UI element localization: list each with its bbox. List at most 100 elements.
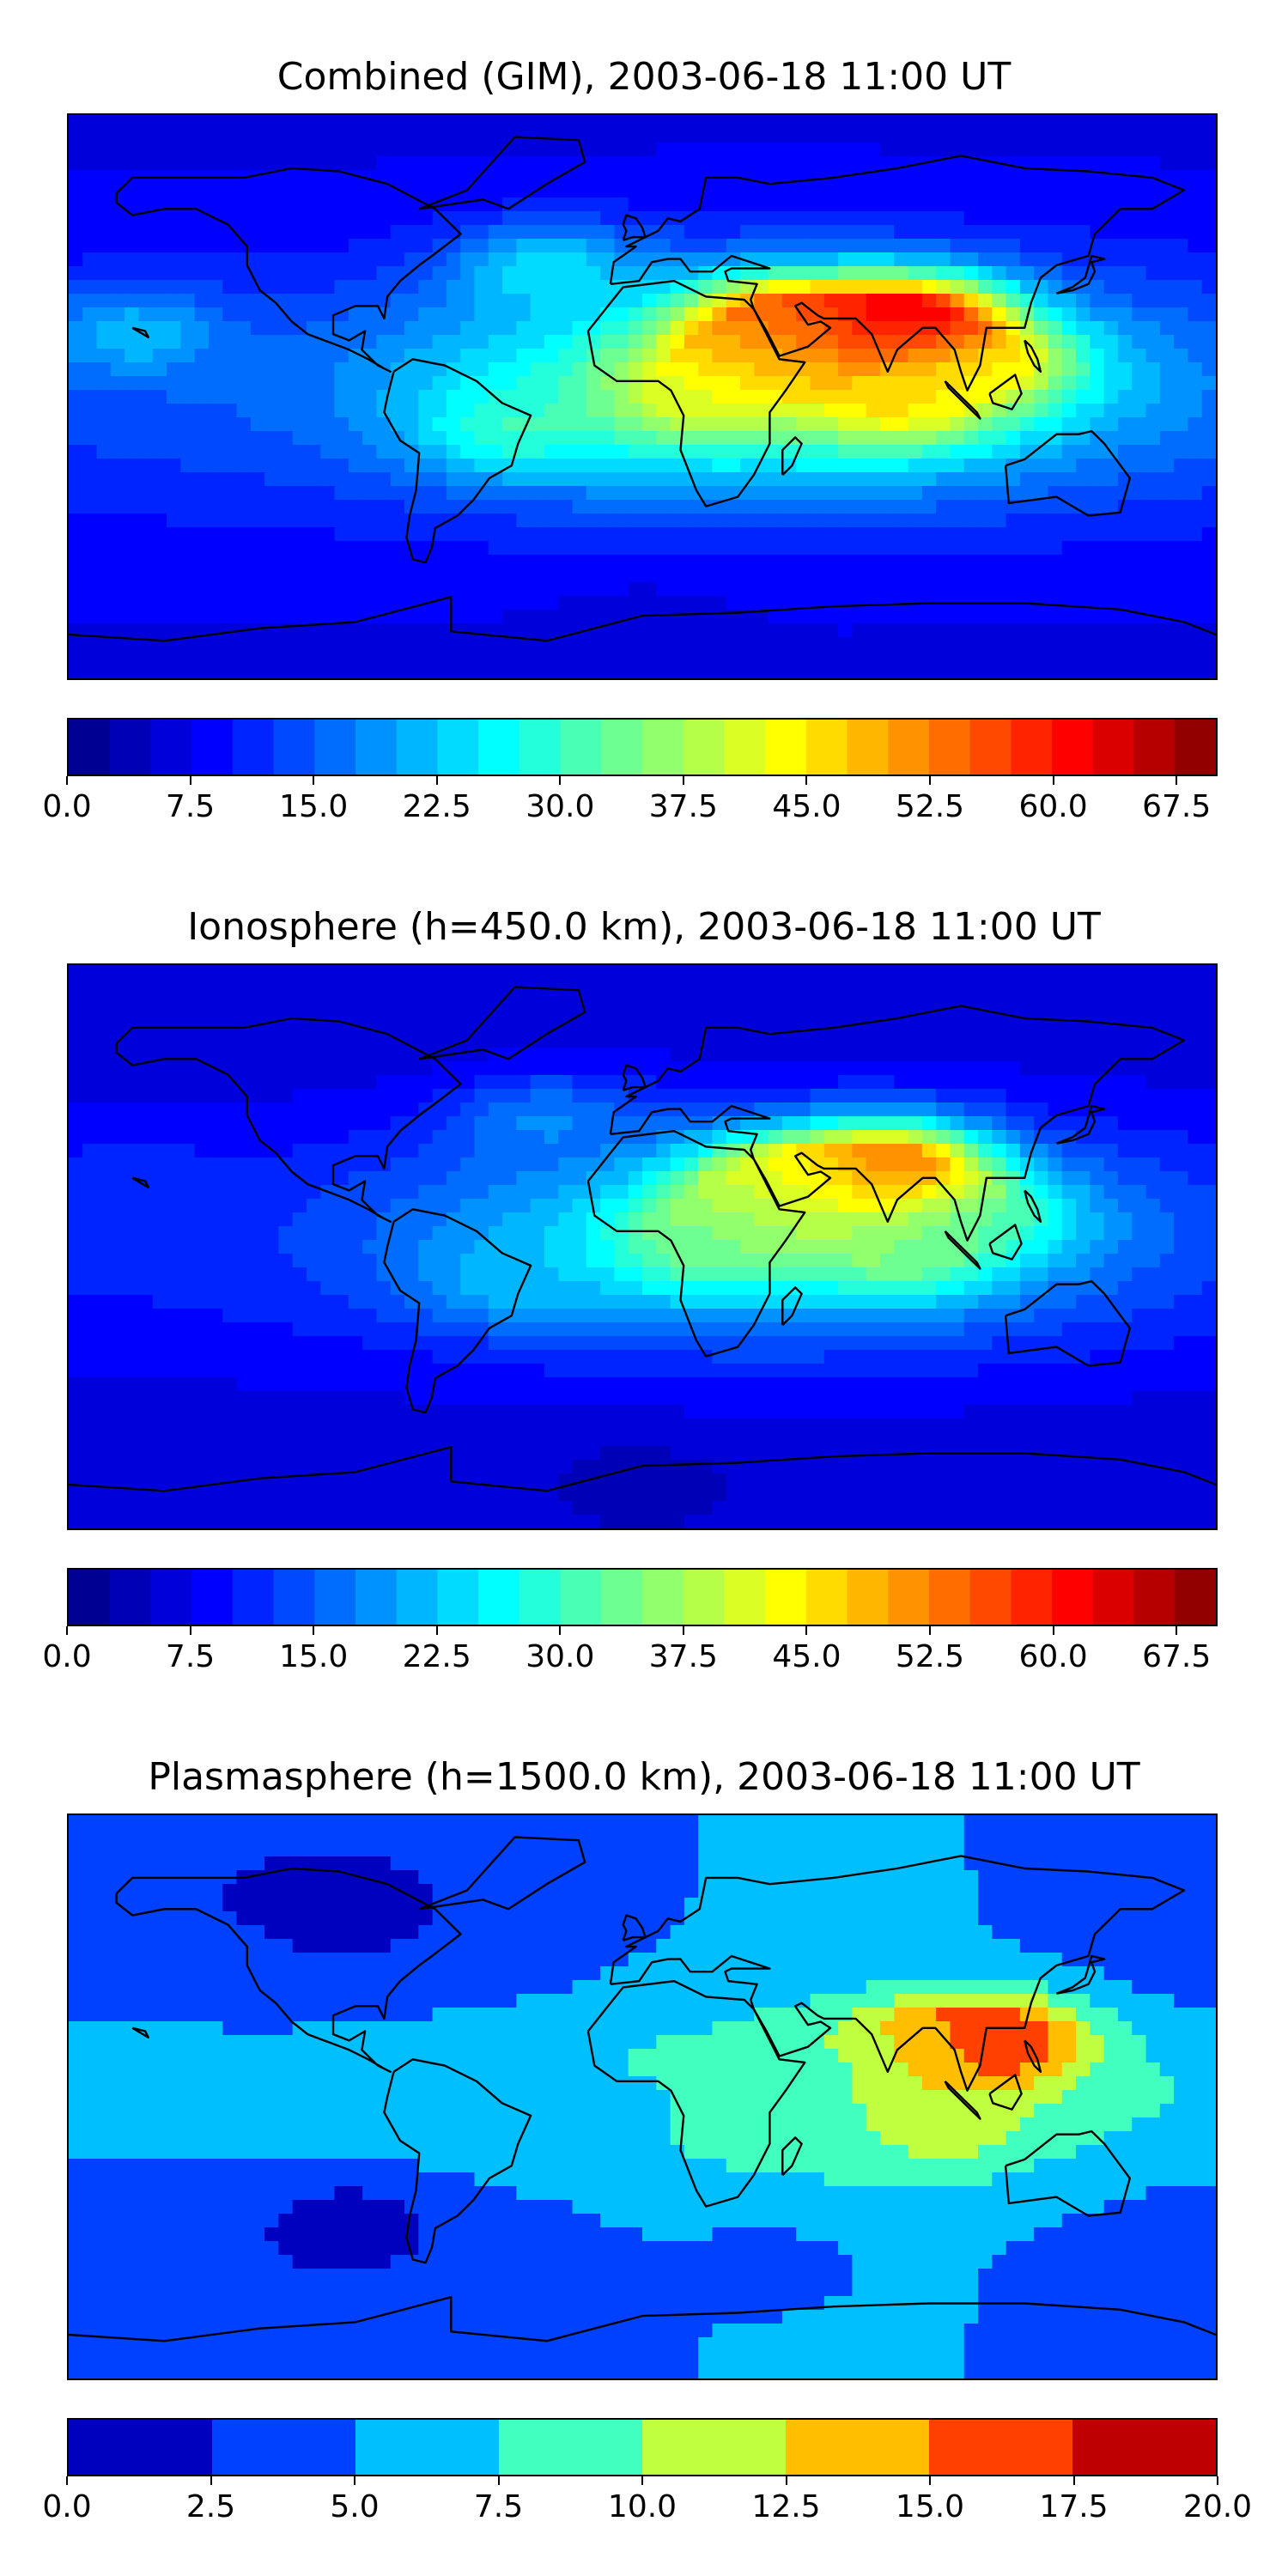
heatmap-cell: [1103, 637, 1119, 652]
heatmap-cell: [544, 390, 559, 404]
heatmap-cell: [796, 335, 811, 349]
heatmap-cell: [306, 1020, 321, 1035]
heatmap-cell: [180, 129, 196, 143]
heatmap-cell: [69, 1061, 83, 1076]
heatmap-cell: [320, 1157, 336, 1172]
heatmap-cell: [600, 623, 616, 638]
heatmap-cell: [125, 979, 140, 993]
heatmap-cell: [167, 459, 181, 473]
heatmap-cell: [1159, 665, 1175, 678]
heatmap-cell: [978, 1130, 993, 1145]
heatmap-cell: [726, 1075, 741, 1090]
heatmap-cell: [950, 1171, 965, 1186]
heatmap-cell: [712, 266, 727, 281]
heatmap-cell: [698, 568, 714, 583]
heatmap-cell: [320, 568, 336, 583]
heatmap-cell: [418, 1157, 434, 1172]
heatmap-cell: [978, 1048, 993, 1062]
heatmap-cell: [558, 568, 574, 583]
heatmap-cell: [278, 349, 294, 363]
heatmap-cell: [82, 610, 98, 624]
heatmap-cell: [404, 1130, 419, 1145]
heatmap-cell: [125, 1185, 140, 1200]
heatmap-cell: [781, 1006, 797, 1021]
heatmap-cell: [418, 307, 434, 322]
heatmap-cell: [950, 417, 965, 432]
heatmap-cell: [348, 500, 363, 514]
heatmap-cell: [446, 390, 461, 404]
heatmap-cell: [1061, 156, 1077, 171]
heatmap-cell: [838, 472, 853, 487]
heatmap-cell: [683, 376, 699, 391]
heatmap-cell: [992, 349, 1007, 363]
heatmap-cell: [628, 129, 643, 143]
heatmap-cell: [167, 143, 181, 157]
heatmap-cell: [474, 1089, 489, 1103]
heatmap-cell: [642, 321, 657, 336]
heatmap-cell: [796, 1185, 811, 1200]
heatmap-cell: [894, 1034, 909, 1048]
heatmap-cell: [278, 225, 294, 240]
heatmap-cell: [152, 527, 167, 542]
heatmap-cell: [810, 252, 825, 267]
heatmap-cell: [894, 417, 909, 432]
heatmap-cell: [334, 500, 349, 514]
heatmap-cell: [1048, 979, 1063, 993]
heatmap-cell: [642, 555, 657, 569]
heatmap-cell: [1159, 404, 1175, 418]
heatmap-cell: [1019, 252, 1035, 267]
heatmap-cell: [866, 404, 881, 418]
heatmap-cell: [1103, 582, 1119, 597]
heatmap-cell: [1117, 170, 1133, 185]
heatmap-cell: [432, 431, 447, 446]
heatmap-cell: [250, 513, 265, 528]
heatmap-cell: [376, 266, 392, 281]
heatmap-cell: [516, 665, 532, 678]
heatmap-cell: [866, 156, 881, 171]
heatmap-cell: [852, 1006, 867, 1021]
heatmap-cell: [502, 1103, 517, 1117]
heatmap-cell: [152, 1103, 167, 1117]
heatmap-cell: [530, 404, 545, 418]
heatmap-cell: [236, 211, 252, 226]
heatmap-cell: [1048, 1103, 1063, 1117]
heatmap-cell: [1090, 459, 1105, 473]
heatmap-cell: [502, 1212, 517, 1227]
heatmap-cell: [1048, 184, 1063, 198]
heatmap-cell: [222, 417, 238, 432]
heatmap-cell: [208, 115, 223, 130]
heatmap-cell: [1034, 404, 1049, 418]
heatmap-cell: [1201, 1171, 1216, 1186]
heatmap-cell: [781, 115, 797, 130]
heatmap-cell: [1174, 1171, 1189, 1186]
heatmap-cell: [306, 459, 321, 473]
heatmap-cell: [446, 143, 461, 157]
heatmap-cell: [1048, 993, 1063, 1007]
heatmap-cell: [781, 513, 797, 528]
heatmap-cell: [236, 307, 252, 322]
heatmap-cell: [236, 252, 252, 267]
heatmap-cell: [950, 307, 965, 322]
heatmap-cell: [167, 1089, 181, 1103]
heatmap-cell: [334, 965, 349, 980]
heatmap-cell: [362, 513, 378, 528]
heatmap-cell: [138, 184, 154, 198]
heatmap-cell: [194, 143, 210, 157]
heatmap-cell: [390, 321, 405, 336]
heatmap-cell: [572, 376, 587, 391]
heatmap-cell: [670, 321, 685, 336]
heatmap-cell: [810, 610, 825, 624]
heatmap-cell: [390, 335, 405, 349]
heatmap-cell: [250, 500, 265, 514]
heatmap-cell: [376, 555, 392, 569]
heatmap-cell: [712, 527, 727, 542]
heatmap-cell: [1132, 555, 1147, 569]
heatmap-cell: [838, 431, 853, 446]
heatmap-cell: [656, 623, 671, 638]
heatmap-cell: [390, 568, 405, 583]
heatmap-cell: [432, 376, 447, 391]
heatmap-cell: [1201, 568, 1216, 583]
heatmap-cell: [69, 979, 83, 993]
heatmap-cell: [110, 651, 125, 665]
heatmap-cell: [810, 376, 825, 391]
